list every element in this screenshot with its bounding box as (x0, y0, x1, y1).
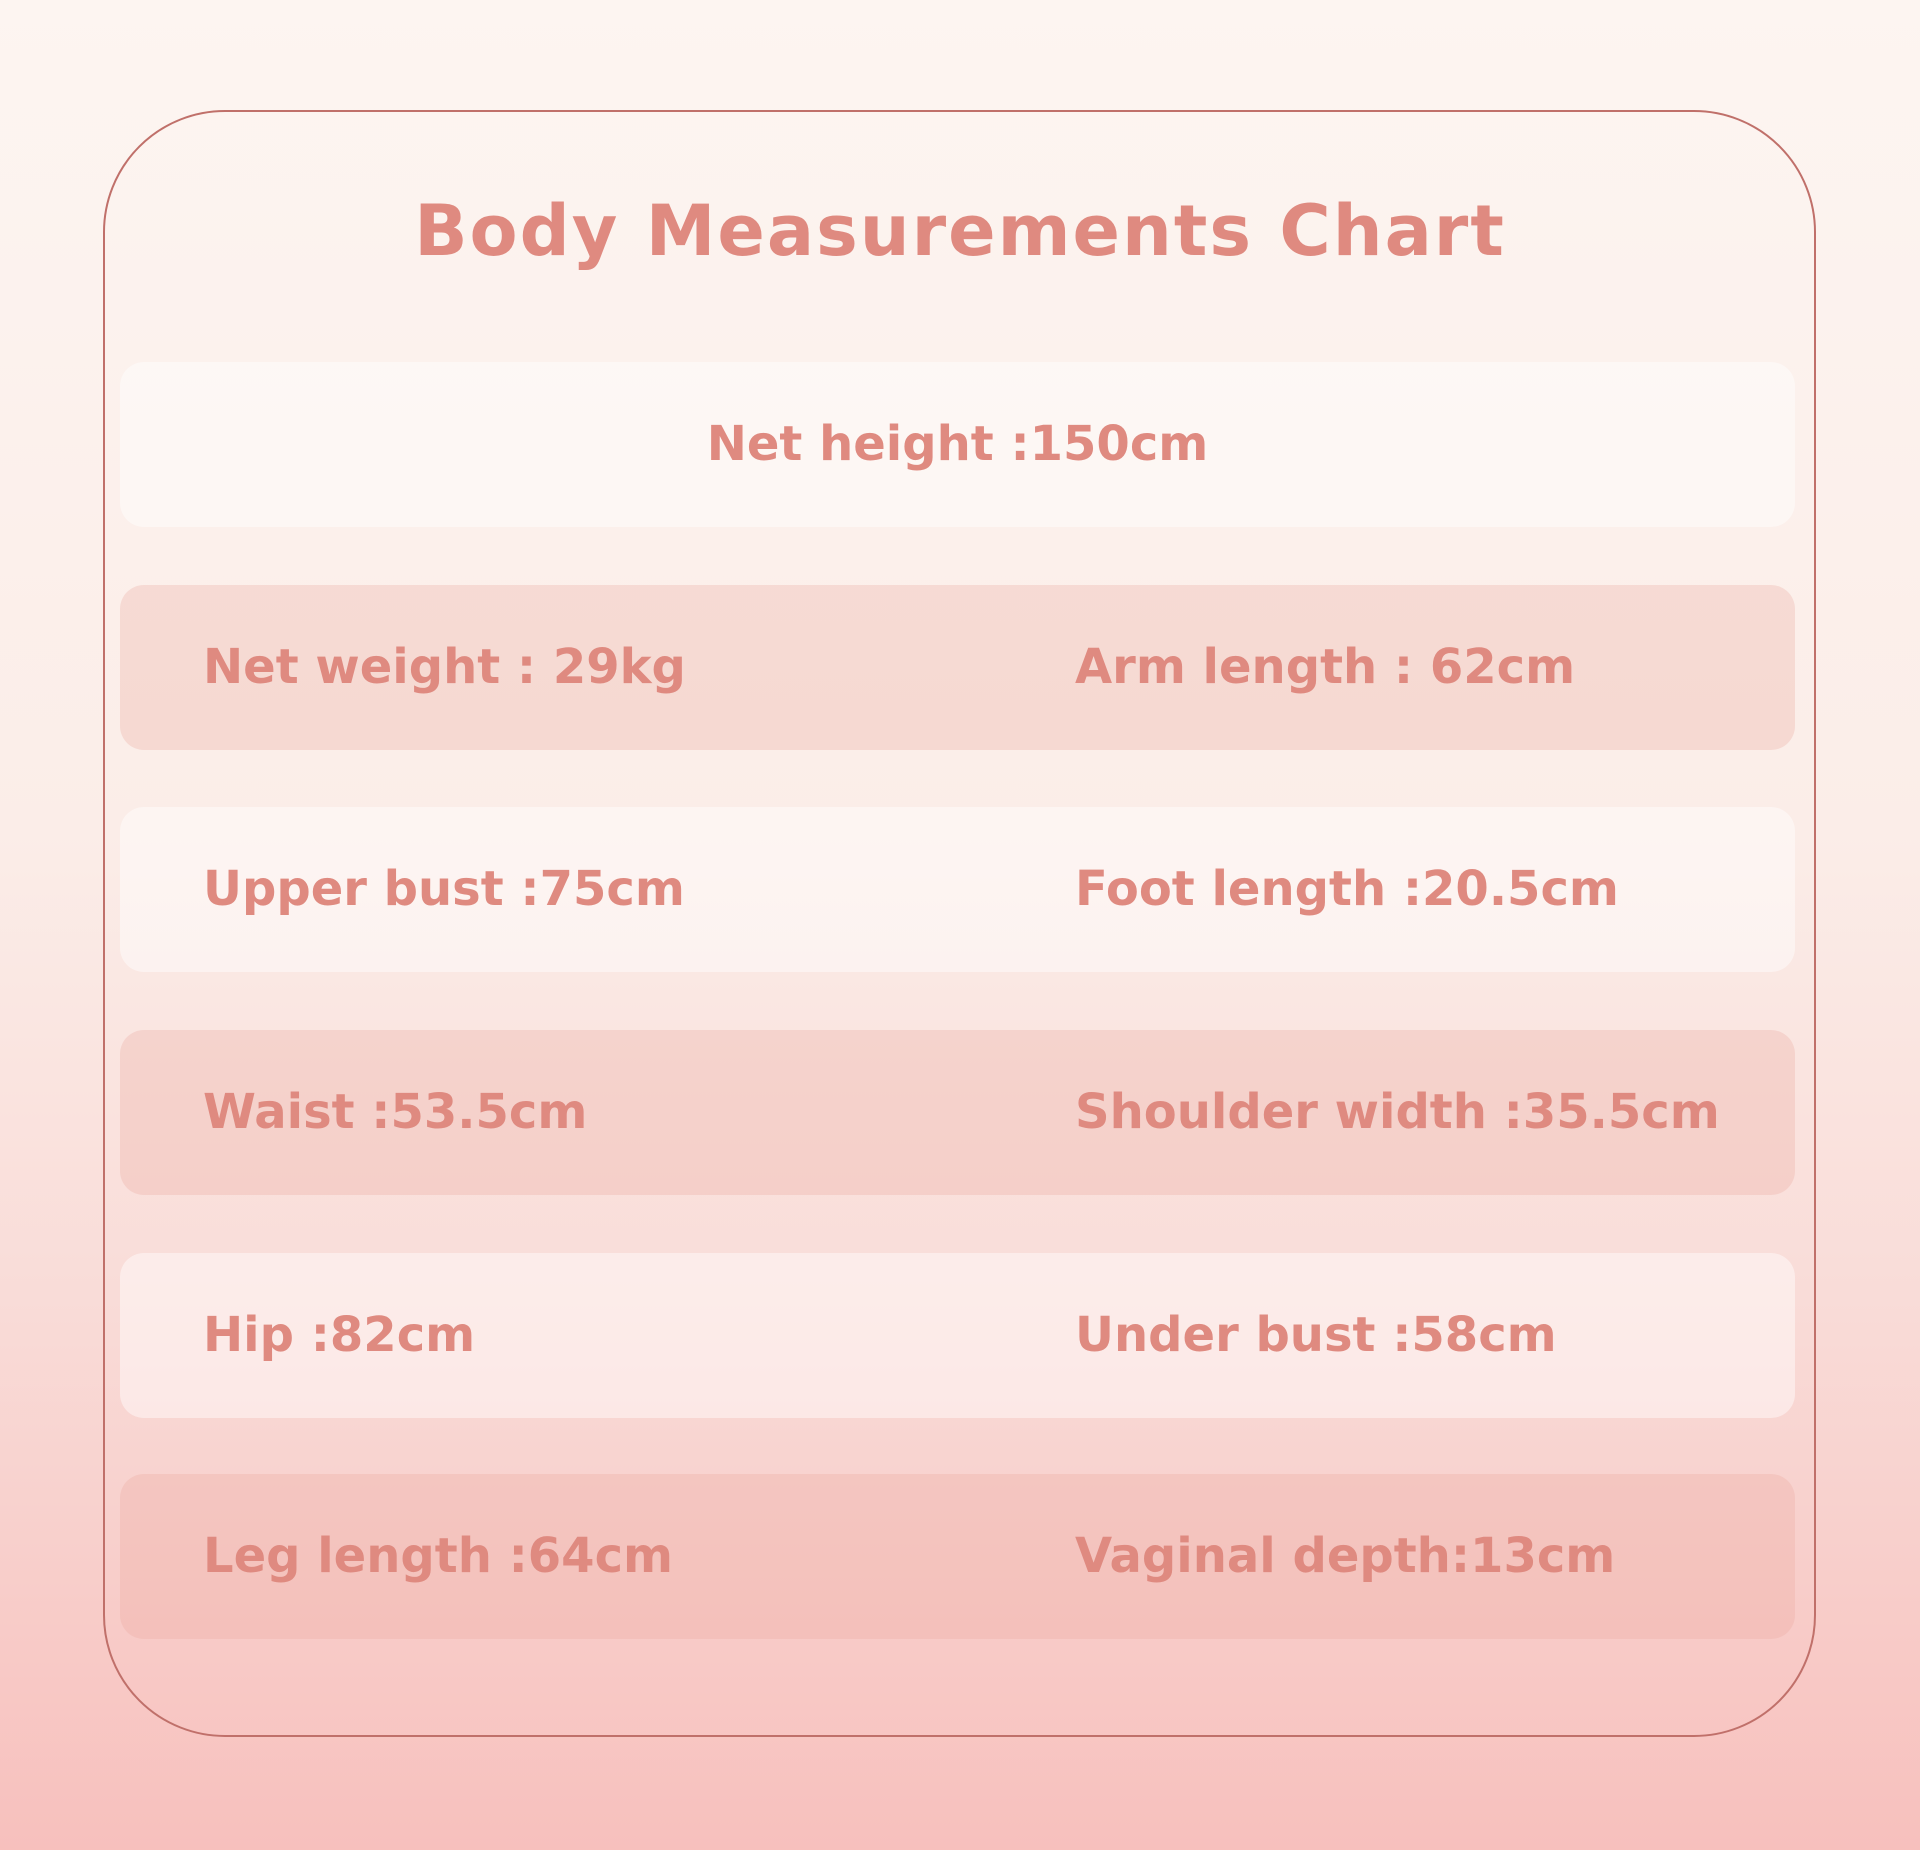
vaginal-depth: Vaginal depth:13cm (1075, 1528, 1616, 1584)
row-leg-depth: Leg length :64cm Vaginal depth:13cm (120, 1474, 1795, 1639)
shoulder-width: Shoulder width :35.5cm (1075, 1084, 1720, 1140)
row-hip-underbust: Hip :82cm Under bust :58cm (120, 1253, 1795, 1418)
leg-length: Leg length :64cm (203, 1528, 674, 1584)
net-weight: Net weight : 29kg (203, 639, 686, 695)
row-net-height: Net height :150cm (120, 362, 1795, 527)
chart-title: Body Measurements Chart (414, 190, 1506, 272)
row-waist-shoulder: Waist :53.5cm Shoulder width :35.5cm (120, 1030, 1795, 1195)
net-height: Net height :150cm (706, 416, 1209, 472)
measurements-card (103, 110, 1816, 1737)
hip: Hip :82cm (203, 1307, 476, 1363)
foot-length: Foot length :20.5cm (1075, 861, 1619, 917)
row-weight-arm: Net weight : 29kg Arm length : 62cm (120, 585, 1795, 750)
arm-length: Arm length : 62cm (1075, 639, 1576, 695)
row-bust-foot: Upper bust :75cm Foot length :20.5cm (120, 807, 1795, 972)
under-bust: Under bust :58cm (1075, 1307, 1557, 1363)
upper-bust: Upper bust :75cm (203, 861, 685, 917)
waist: Waist :53.5cm (203, 1084, 588, 1140)
